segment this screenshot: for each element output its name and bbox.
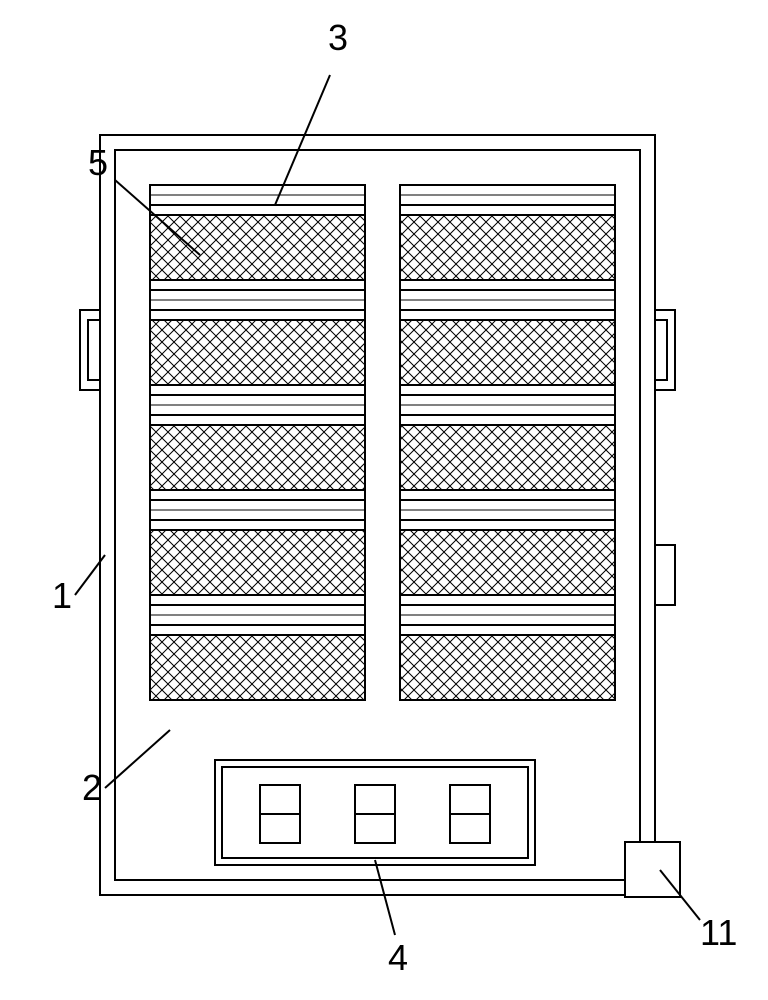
label-5: 5 <box>88 142 108 183</box>
label-3: 3 <box>328 17 348 58</box>
label-1: 1 <box>52 575 72 616</box>
label-2: 2 <box>82 767 102 808</box>
label-4: 4 <box>388 937 408 978</box>
technical-diagram: 3 5 1 2 4 11 <box>0 0 768 1000</box>
label-11: 11 <box>700 912 737 953</box>
